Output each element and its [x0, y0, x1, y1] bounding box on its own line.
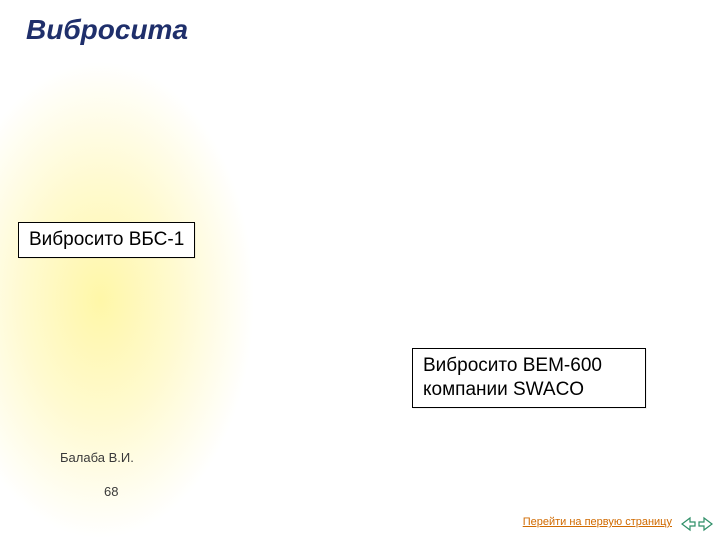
next-arrow-icon[interactable] [698, 516, 714, 532]
caption-left-text: Вибросито ВБС-1 [29, 229, 184, 250]
prev-arrow-icon[interactable] [680, 516, 696, 532]
author-label: Балаба В.И. [60, 450, 134, 465]
nav-arrows [680, 516, 714, 532]
slide-title: Вибросита [26, 14, 188, 46]
caption-right-line2: компании SWACO [423, 379, 584, 400]
first-page-link[interactable]: Перейти на первую страницу [523, 516, 672, 528]
caption-box-right: Вибросито BEM-600 компании SWACO [412, 348, 646, 408]
slide: Вибросита Вибросито ВБС-1 Вибросито BEM-… [0, 0, 720, 540]
page-number: 68 [104, 484, 118, 499]
caption-box-left: Вибросито ВБС-1 [18, 222, 195, 258]
caption-right-line1: Вибросито BEM-600 [423, 355, 602, 376]
